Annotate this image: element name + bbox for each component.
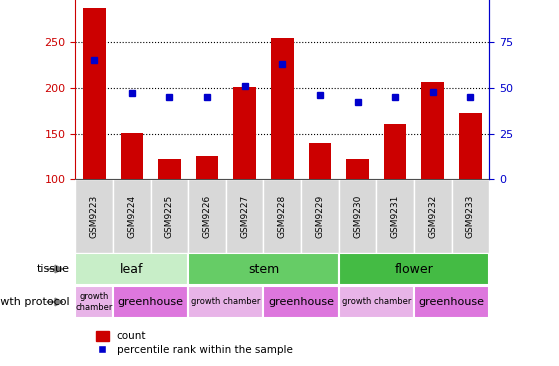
Text: greenhouse: greenhouse: [118, 297, 184, 307]
Bar: [151, 179, 188, 253]
Text: flower: flower: [395, 262, 433, 276]
Text: GSM9228: GSM9228: [278, 194, 287, 238]
Bar: [384, 124, 406, 179]
Text: greenhouse: greenhouse: [268, 297, 334, 307]
Text: leaf: leaf: [120, 262, 144, 276]
Bar: [188, 253, 339, 285]
Bar: [113, 286, 188, 318]
Bar: [158, 159, 181, 179]
Legend: count, percentile rank within the sample: count, percentile rank within the sample: [92, 327, 297, 359]
Text: GSM9227: GSM9227: [240, 194, 249, 238]
Bar: [421, 82, 444, 179]
Text: tissue: tissue: [37, 264, 70, 274]
Bar: [339, 179, 376, 253]
Bar: [121, 132, 143, 179]
Text: GSM9230: GSM9230: [353, 194, 362, 238]
Bar: [113, 179, 151, 253]
Text: greenhouse: greenhouse: [419, 297, 485, 307]
Text: growth chamber: growth chamber: [342, 298, 411, 306]
Bar: [414, 286, 489, 318]
Bar: [339, 253, 489, 285]
Bar: [459, 112, 482, 179]
Text: GSM9225: GSM9225: [165, 194, 174, 238]
Bar: [263, 179, 301, 253]
Bar: [376, 179, 414, 253]
Text: stem: stem: [248, 262, 279, 276]
Bar: [188, 286, 263, 318]
Bar: [75, 286, 113, 318]
Text: GSM9224: GSM9224: [127, 194, 136, 238]
Bar: [75, 179, 113, 253]
Text: GSM9233: GSM9233: [466, 194, 475, 238]
Bar: [75, 253, 188, 285]
Bar: [309, 143, 331, 179]
Bar: [196, 156, 219, 179]
Bar: [414, 179, 452, 253]
Text: GSM9231: GSM9231: [391, 194, 400, 238]
Bar: [83, 8, 106, 179]
Bar: [271, 38, 293, 179]
Text: growth protocol: growth protocol: [0, 297, 70, 307]
Bar: [234, 87, 256, 179]
Bar: [263, 286, 339, 318]
Text: GSM9223: GSM9223: [90, 194, 99, 238]
Bar: [452, 179, 489, 253]
Text: GSM9232: GSM9232: [428, 194, 437, 238]
Bar: [226, 179, 263, 253]
Bar: [339, 286, 414, 318]
Bar: [188, 179, 226, 253]
Text: GSM9226: GSM9226: [202, 194, 212, 238]
Text: growth chamber: growth chamber: [191, 298, 260, 306]
Text: GSM9229: GSM9229: [315, 194, 324, 238]
Text: growth
chamber: growth chamber: [75, 292, 113, 312]
Bar: [346, 159, 369, 179]
Bar: [301, 179, 339, 253]
